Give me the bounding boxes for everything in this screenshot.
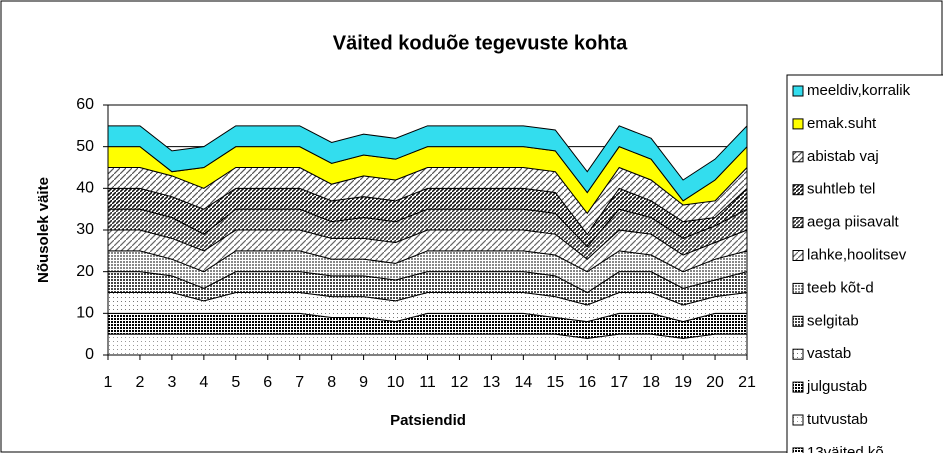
legend-label: lahke,hoolitsev <box>807 246 907 263</box>
y-tick-label: 30 <box>76 221 94 238</box>
legend-swatch <box>792 217 804 229</box>
y-tick-label: 60 <box>76 96 94 113</box>
legend-box <box>786 74 943 453</box>
area <box>107 333 748 356</box>
legend-label: emak.suht <box>807 115 877 132</box>
legend-swatch <box>792 348 804 360</box>
legend-label: meeldiv,korralik <box>807 82 911 99</box>
legend-label: teeb kõt-d <box>807 279 874 296</box>
x-tick-label: 1 <box>104 374 113 391</box>
y-axis-title: Nõusolek väite <box>35 177 52 283</box>
legend-swatch <box>792 414 804 426</box>
x-tick-label: 12 <box>451 374 469 391</box>
x-tick-label: 15 <box>546 374 564 391</box>
y-tick-label: 10 <box>76 305 94 322</box>
legend-swatch <box>792 118 804 130</box>
x-tick-label: 16 <box>578 374 596 391</box>
legend-label: aega piisavalt <box>807 214 900 231</box>
legend-swatch <box>792 250 804 261</box>
x-tick-label: 3 <box>167 374 176 391</box>
x-tick-label: 11 <box>419 374 436 391</box>
chart-title: Väited koduõe tegevuste kohta <box>333 32 628 54</box>
legend-swatch <box>792 447 804 453</box>
x-tick-label: 20 <box>706 374 724 391</box>
x-tick-label: 5 <box>231 374 240 391</box>
y-tick-label: 0 <box>85 346 94 363</box>
y-tick-label: 50 <box>76 138 94 155</box>
legend-label: suhtleb tel <box>807 181 875 198</box>
x-tick-label: 21 <box>738 374 756 391</box>
legend-swatch <box>792 85 804 97</box>
area <box>107 312 748 339</box>
legend-label: selgitab <box>807 312 859 329</box>
legend-swatch <box>792 184 804 196</box>
legend-swatch <box>792 315 804 327</box>
y-tick-label: 20 <box>76 263 94 280</box>
x-tick-label: 14 <box>514 374 532 391</box>
legend-label: abistab vaj <box>807 148 879 165</box>
x-tick-label: 18 <box>642 374 660 391</box>
x-tick-label: 10 <box>387 374 405 391</box>
legend-label: tutvustab <box>807 411 868 428</box>
x-tick-label: 17 <box>610 374 628 391</box>
x-tick-label: 8 <box>327 374 336 391</box>
x-tick-label: 13 <box>483 374 501 391</box>
legend-label: julgustab <box>806 378 867 395</box>
legend-swatch <box>792 381 804 393</box>
x-tick-label: 2 <box>135 374 144 391</box>
legend-swatch <box>792 151 804 163</box>
x-tick-label: 9 <box>359 374 368 391</box>
y-tick-label: 40 <box>76 180 94 197</box>
x-tick-label: 6 <box>263 374 272 391</box>
x-tick-label: 19 <box>674 374 692 391</box>
legend-swatch <box>792 282 804 294</box>
x-axis-title: Patsiendid <box>390 412 466 429</box>
x-tick-label: 7 <box>295 374 304 391</box>
plot-area <box>107 104 748 356</box>
legend-label: 13väited kõ <box>807 444 884 453</box>
x-tick-label: 4 <box>199 374 208 391</box>
legend-label: vastab <box>807 345 851 362</box>
